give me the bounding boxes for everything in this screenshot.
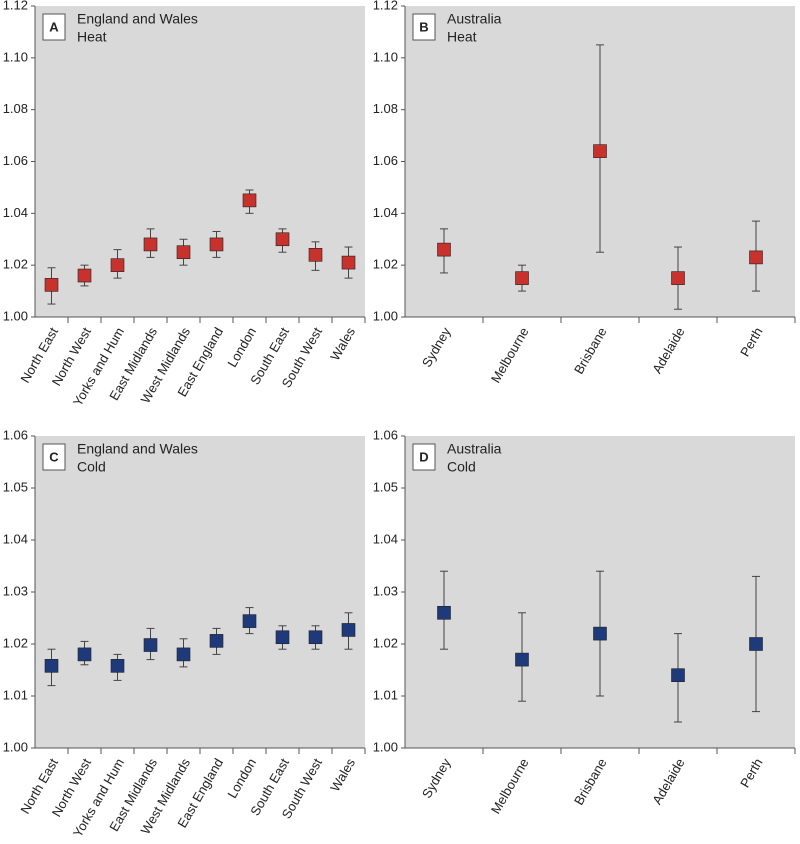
y-tick-label: 1.00 [3,739,28,754]
panel-label-box [42,13,66,41]
x-tick-label: Brisbane [571,756,610,808]
x-tick-label: Wales [327,324,358,363]
panel-title: Australia [447,11,502,27]
panel-label: C [49,449,59,464]
y-tick-label: 1.01 [3,687,28,702]
x-tick-label: Perth [737,325,766,359]
y-tick-label: 1.05 [3,479,28,494]
y-tick-label: 1.04 [373,205,398,220]
point [275,630,290,645]
point [437,242,451,257]
point [341,623,356,637]
point [671,271,685,285]
y-tick-label: 1.06 [3,153,28,168]
point [749,637,763,651]
y-tick-label: 1.01 [373,687,398,702]
y-tick-label: 1.08 [3,101,28,116]
point [176,647,191,662]
panel-subtitle: Heat [447,29,477,45]
y-tick-label: 1.06 [3,427,28,442]
point [593,626,607,641]
point [209,634,224,648]
x-tick-label: Adelaide [649,756,687,807]
y-tick-label: 1.12 [3,0,28,12]
panel-title: England and Wales [77,441,198,457]
y-tick-label: 1.02 [3,635,28,650]
y-tick-label: 1.06 [373,427,398,442]
point [110,258,125,272]
point [242,193,257,208]
x-tick-label: Melbourne [488,325,532,386]
panel-label: D [419,449,428,464]
y-tick-label: 1.10 [373,49,398,64]
point [44,659,59,673]
y-tick-label: 1.03 [373,583,398,598]
point [77,268,92,283]
y-tick-label: 1.03 [3,583,28,598]
panel-subtitle: Heat [77,29,107,45]
x-tick-label: Sydney [419,324,454,369]
y-tick-label: 1.02 [373,257,398,272]
point [143,638,158,652]
y-tick-label: 1.02 [373,635,398,650]
panel-label-box [412,443,436,471]
y-tick-label: 1.10 [3,49,28,64]
y-tick-label: 1.00 [3,308,28,323]
y-tick-label: 1.00 [373,308,398,323]
point [515,652,529,667]
panel-title: Australia [447,441,502,457]
panel-label: B [419,19,428,34]
point [143,237,158,252]
y-tick-label: 1.04 [3,531,28,546]
x-tick-label: Sydney [419,755,454,800]
y-tick-label: 1.04 [373,531,398,546]
x-tick-label: Wales [327,755,358,794]
point [308,248,323,262]
y-tick-label: 1.12 [373,0,398,12]
panel-title: England and Wales [77,11,198,27]
plot-area [35,436,365,748]
point [176,245,191,260]
y-tick-label: 1.08 [373,101,398,116]
point [242,614,257,628]
point [77,647,92,662]
point [437,605,451,620]
point [341,255,356,270]
point [671,668,685,683]
y-tick-label: 1.06 [373,153,398,168]
x-tick-label: London [224,325,259,370]
panel-label: A [49,19,59,34]
x-tick-label: Adelaide [649,325,687,376]
y-tick-label: 1.05 [373,479,398,494]
x-tick-label: London [224,756,259,801]
point [749,250,763,265]
panel-subtitle: Cold [447,459,476,475]
panel-subtitle: Cold [77,459,106,475]
y-tick-label: 1.04 [3,205,28,220]
x-tick-label: Perth [737,756,766,790]
x-tick-label: Brisbane [571,325,610,377]
point [110,659,125,673]
point [44,278,59,292]
x-tick-label: Melbourne [488,756,532,817]
point [593,144,607,158]
point [275,232,290,247]
panel-label-box [42,443,66,471]
point [308,630,323,645]
y-tick-label: 1.02 [3,257,28,272]
panel-label-box [412,13,436,41]
y-tick-label: 1.00 [373,739,398,754]
point [209,237,224,252]
plot-area [35,6,365,317]
point [515,271,529,285]
